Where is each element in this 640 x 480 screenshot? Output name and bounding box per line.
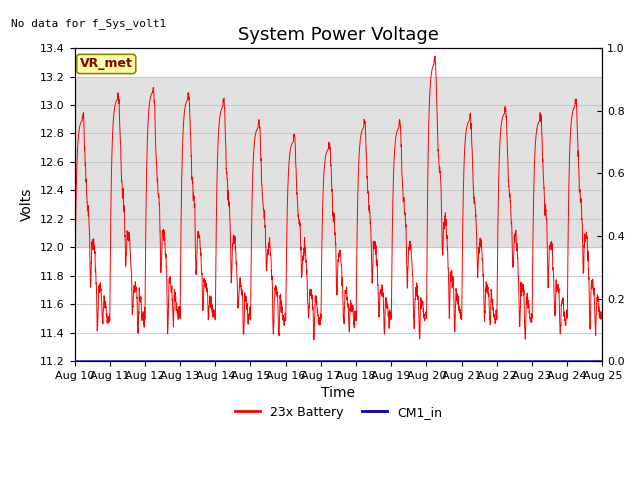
Text: No data for f_Sys_volt1: No data for f_Sys_volt1	[11, 18, 166, 29]
X-axis label: Time: Time	[321, 386, 355, 400]
Title: System Power Voltage: System Power Voltage	[238, 26, 439, 44]
Legend: 23x Battery, CM1_in: 23x Battery, CM1_in	[230, 401, 447, 424]
Bar	[74, 76, 602, 247]
Text: VR_met: VR_met	[80, 58, 132, 71]
Y-axis label: Volts: Volts	[20, 188, 35, 221]
